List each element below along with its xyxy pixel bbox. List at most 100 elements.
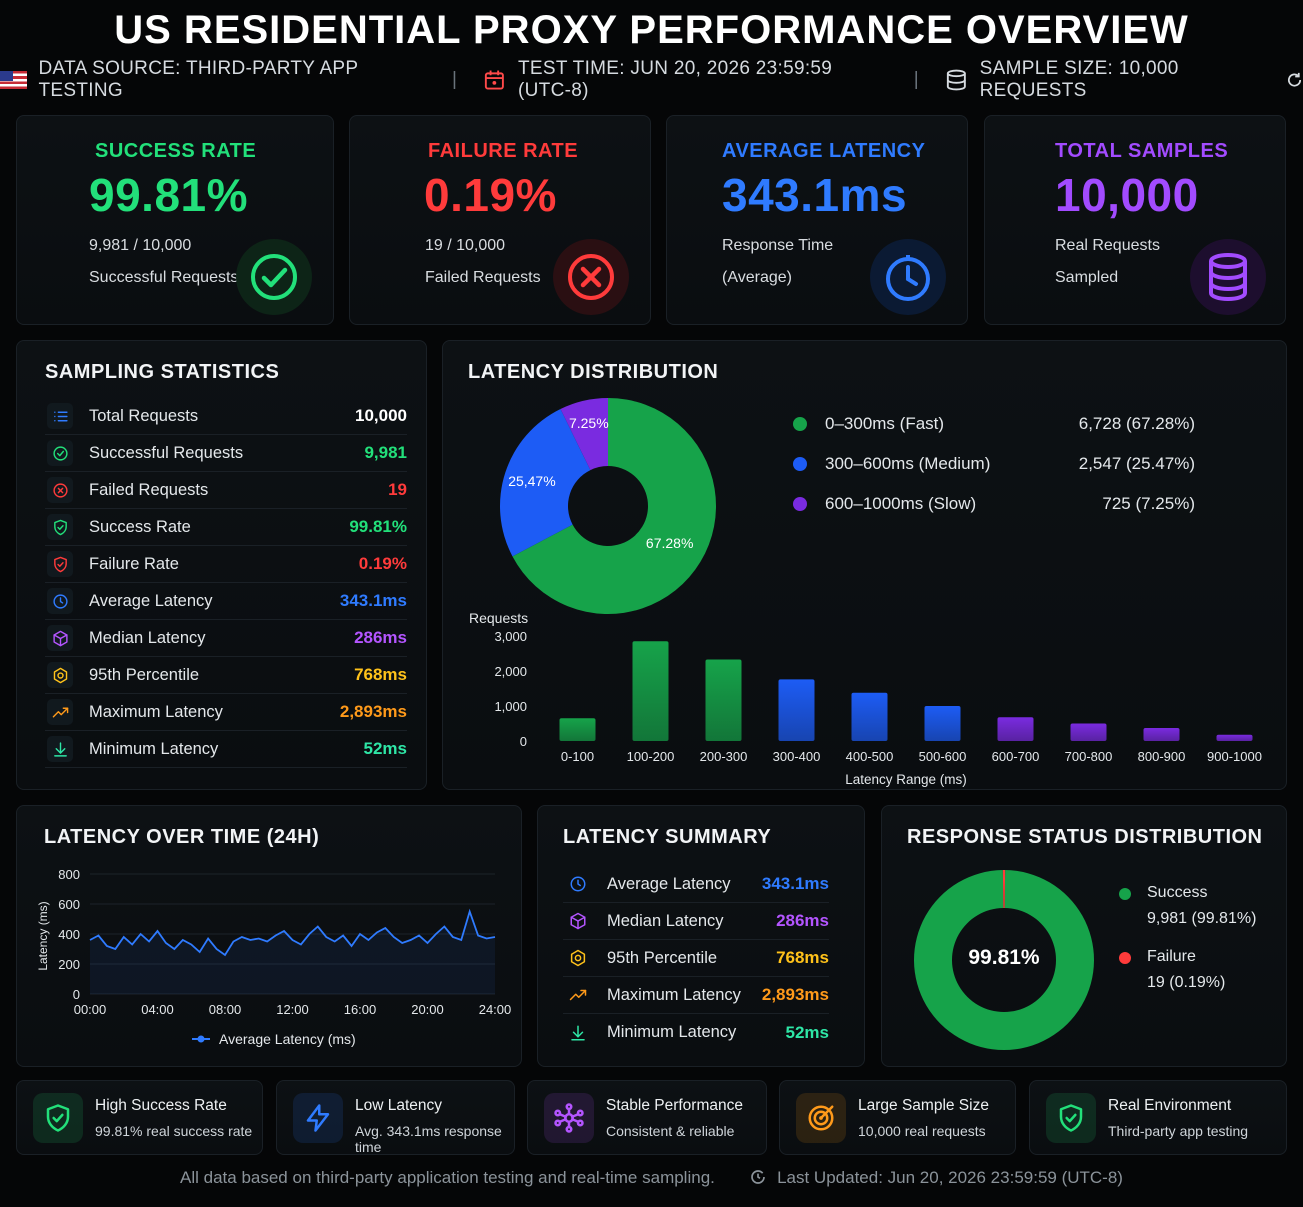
x-circle-icon — [553, 239, 629, 315]
latency-line-chart: 0 200 400 600 800 Latency (ms) 00:00 04:00 08:00… — [36, 867, 511, 1047]
pie-label: 25,47% — [508, 473, 555, 489]
success-label: Success — [1147, 884, 1208, 901]
sampling-row: Average Latency 343.1ms — [45, 583, 407, 620]
x-tick-label: 600-700 — [992, 749, 1040, 764]
legend-label: Average Latency (ms) — [219, 1031, 356, 1047]
legend-marker — [197, 1035, 205, 1043]
sampling-row: Total Requests 10,000 — [45, 398, 407, 435]
sampling-row-label: Failure Rate — [89, 554, 179, 573]
page-title: US RESIDENTIAL PROXY PERFORMANCE OVERVIE… — [114, 8, 1189, 52]
x-tick-label: 200-300 — [700, 749, 748, 764]
legend-value: 2,547 (25.47%) — [1078, 454, 1195, 473]
sampling-row: Success Rate 99.81% — [45, 509, 407, 546]
sampling-statistics-title: SAMPLING STATISTICS — [45, 361, 280, 383]
success-value: 9,981 (99.81%) — [1147, 910, 1257, 927]
gauge-icon — [47, 662, 73, 688]
failure-dot — [1119, 952, 1131, 964]
x-tick-label: 16:00 — [344, 1002, 377, 1017]
gauge-icon — [565, 945, 591, 971]
sampling-row-value: 0.19% — [358, 554, 407, 573]
sampling-row-value: 52ms — [363, 739, 407, 758]
sample-size: SAMPLE SIZE: 10,000 REQUESTS — [945, 58, 1303, 102]
cube-icon — [47, 625, 73, 651]
cube-icon — [565, 908, 591, 934]
y-tick-label: 0 — [73, 987, 80, 1002]
summary-row: Average Latency 343.1ms — [563, 866, 829, 903]
feature-title: Real Environment — [1108, 1097, 1232, 1114]
clock-icon — [47, 588, 73, 614]
y-tick-label: 1,000 — [494, 699, 527, 714]
clock-icon — [565, 871, 591, 897]
y-tick-label: 400 — [58, 927, 80, 942]
check-circle-icon — [236, 239, 312, 315]
status-center-value: 99.81% — [968, 946, 1040, 969]
response-status-donut — [914, 870, 1094, 1050]
sampling-row: Maximum Latency 2,893ms — [45, 694, 407, 731]
sampling-row-value: 343.1ms — [339, 591, 407, 610]
summary-row-label: Median Latency — [607, 911, 724, 930]
sampling-statistics-panel: SAMPLING STATISTICS Total Requests 10,000… — [16, 340, 427, 790]
sampling-row-label: Failed Requests — [89, 480, 209, 499]
calendar-icon — [485, 70, 505, 90]
refresh-icon[interactable] — [1286, 71, 1303, 89]
bar — [1070, 723, 1107, 741]
sampling-row-value: 10,000 — [355, 406, 407, 425]
donut-slice-failure — [1002, 870, 1006, 909]
sampling-row-label: Successful Requests — [89, 443, 244, 462]
summary-row-value: 2,893ms — [761, 985, 829, 1004]
summary-row-label: Maximum Latency — [607, 985, 741, 1004]
x-circle-icon — [47, 477, 73, 503]
legend-label: 600–1000ms (Slow) — [825, 494, 977, 513]
total-samples-desc: Real Requests Sampled — [1055, 237, 1160, 286]
series-line — [89, 908, 496, 957]
feature-card: High Success Rate 99.81% real success rat… — [16, 1080, 263, 1155]
network-icon — [544, 1093, 594, 1143]
database-icon — [1190, 239, 1266, 315]
x-tick-label: 04:00 — [141, 1002, 174, 1017]
x-tick-label: 300-400 — [773, 749, 821, 764]
avg-latency-card: AVERAGE LATENCY 343.1ms Response Time (Av… — [666, 115, 968, 325]
pie-label: 7.25% — [569, 415, 609, 431]
success-rate-label: SUCCESS RATE — [95, 140, 257, 162]
bar — [559, 718, 596, 741]
shield-check-icon — [33, 1093, 83, 1143]
legend-label: 300–600ms (Medium) — [825, 454, 991, 473]
x-tick-label: 500-600 — [919, 749, 967, 764]
bar — [1143, 728, 1180, 741]
sampling-row-value: 99.81% — [349, 517, 407, 536]
feature-card: Large Sample Size 10,000 real requests — [779, 1080, 1016, 1155]
legend-value: 6,728 (67.28%) — [1078, 414, 1195, 433]
bar — [705, 659, 742, 741]
feature-title: Large Sample Size — [858, 1097, 989, 1114]
total-samples-card: TOTAL SAMPLES 10,000 Real Requests Sample… — [984, 115, 1286, 325]
failure-count: 19 / 10,000 Failed Requests — [425, 237, 541, 286]
feature-subtitle: Third-party app testing — [1108, 1123, 1249, 1139]
sampling-row-value: 9,981 — [364, 443, 407, 462]
latency-distribution-title: LATENCY DISTRIBUTION — [468, 361, 719, 383]
sample-size-label: SAMPLE SIZE: 10,000 REQUESTS — [979, 58, 1179, 101]
sampling-row-value: 286ms — [354, 628, 407, 647]
avg-latency-label: AVERAGE LATENCY — [722, 140, 926, 162]
feature-title: Low Latency — [355, 1097, 443, 1114]
sampling-row: Successful Requests 9,981 — [45, 435, 407, 472]
sampling-row: 95th Percentile 768ms — [45, 657, 407, 694]
summary-row-label: Average Latency — [607, 874, 731, 893]
pie-slice — [512, 398, 716, 614]
success-rate-card: SUCCESS RATE 99.81% 9,981 / 10,000 Succes… — [16, 115, 334, 325]
feature-subtitle: Consistent & reliable — [606, 1123, 735, 1139]
check-circle-icon — [47, 440, 73, 466]
bar — [924, 706, 961, 741]
legend-dot — [793, 457, 807, 471]
footer: All data based on third-party applicatio… — [0, 1168, 1303, 1188]
shield-check-icon — [47, 551, 73, 577]
test-time: TEST TIME: JUN 20, 2026 23:59:59 (UTC-8) — [483, 58, 887, 102]
legend-value: 725 (7.25%) — [1102, 494, 1195, 513]
x-tick-label: 800-900 — [1138, 749, 1186, 764]
latency-pie-chart: 67.28% 25,47% 7.25% — [500, 398, 716, 614]
legend-item: 600–1000ms (Slow) 725 (7.25%) — [793, 494, 1195, 514]
avg-latency-value: 343.1ms — [722, 169, 908, 221]
feature-card: Real Environment Third-party app testing — [1029, 1080, 1287, 1155]
sampling-row-value: 19 — [388, 480, 407, 499]
donut-slice-success — [914, 870, 1094, 1050]
list-icon — [47, 403, 73, 429]
